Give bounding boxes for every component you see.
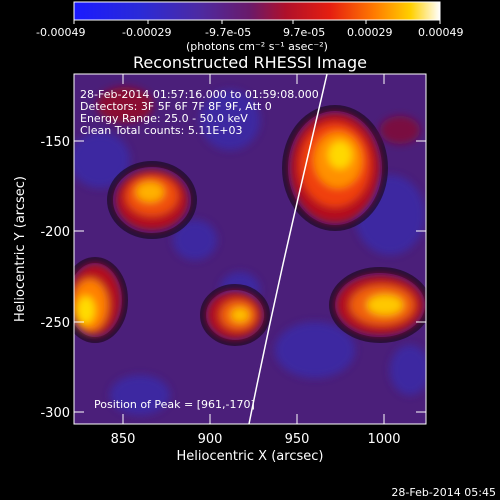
colorbar-tick-4: 0.00029 — [347, 26, 393, 39]
contour-rings — [74, 105, 426, 346]
solar-limb-line — [248, 74, 328, 424]
colorbar-tick-2: -9.7e-05 — [205, 26, 251, 39]
x-tick-label-0: 850 — [111, 432, 136, 447]
y-tick-label-0: -150 — [40, 135, 70, 150]
x-tick-label-2: 950 — [285, 432, 310, 447]
colorbar-tick-3: 9.7e-05 — [283, 26, 325, 39]
colorbar-units-label: (photons cm⁻² s⁻¹ asec⁻²) — [186, 40, 328, 53]
x-tick-label-1: 900 — [198, 432, 223, 447]
annotation-peak-position: Position of Peak = [961,-170] — [94, 398, 255, 411]
y-tick-label-1: -200 — [40, 225, 70, 240]
x-axis-ticks — [122, 74, 385, 424]
y-tick-label-3: -300 — [40, 406, 70, 421]
footer-timestamp: 28-Feb-2014 05:45 — [391, 486, 496, 499]
colorbar-tick-0: -0.00049 — [36, 26, 85, 39]
plot-title: Reconstructed RHESSI Image — [133, 53, 367, 72]
annotation-time-range: 28-Feb-2014 01:57:16.000 to 01:59:08.000 — [80, 88, 319, 101]
colorbar-tick-1: -0.00029 — [122, 26, 171, 39]
annotation-energy-range: Energy Range: 25.0 - 50.0 keV — [80, 112, 248, 125]
colorbar: -0.00049 -0.00029 -9.7e-05 9.7e-05 0.000… — [36, 1, 464, 53]
y-axis-tick-labels: -150 -200 -250 -300 — [40, 135, 70, 421]
y-axis-label: Heliocentric Y (arcsec) — [13, 176, 28, 322]
annotation-detectors: Detectors: 3F 5F 6F 7F 8F 9F, Att 0 — [80, 100, 272, 113]
y-axis-ticks — [74, 140, 426, 413]
x-axis-label: Heliocentric X (arcsec) — [177, 449, 324, 464]
annotation-clean-counts: Clean Total counts: 5.11E+03 — [80, 124, 243, 137]
image-annotations: 28-Feb-2014 01:57:16.000 to 01:59:08.000… — [80, 88, 319, 411]
y-tick-label-2: -250 — [40, 316, 70, 331]
colorbar-gradient — [73, 1, 441, 21]
colorbar-tick-5: 0.00049 — [418, 26, 464, 39]
emission-sources — [74, 87, 424, 339]
rhessi-image — [74, 74, 426, 424]
x-axis-tick-labels: 850 900 950 1000 — [111, 432, 401, 447]
x-tick-label-3: 1000 — [367, 432, 400, 447]
plot-frame — [73, 73, 427, 425]
